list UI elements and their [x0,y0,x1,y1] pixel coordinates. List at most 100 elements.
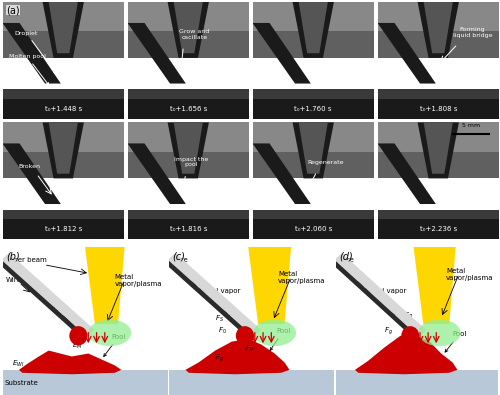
Bar [378,210,499,222]
Text: $E_{WI}$: $E_{WI}$ [12,359,25,369]
Text: t₀+1.808 s: t₀+1.808 s [420,105,457,112]
Bar [252,99,374,118]
Bar [128,101,249,118]
Polygon shape [2,23,61,84]
Text: Grow and
oscillate: Grow and oscillate [179,29,210,40]
Bar [378,2,499,58]
Bar [378,222,499,239]
Polygon shape [331,260,419,340]
Text: $F_g$: $F_g$ [215,352,224,364]
Ellipse shape [402,326,419,345]
Polygon shape [2,253,94,337]
Text: t₀+2.236 s: t₀+2.236 s [420,226,457,232]
Text: Regenerate: Regenerate [307,160,344,165]
Text: $F_R$: $F_R$ [404,311,412,321]
Text: $E_M$: $E_M$ [72,340,83,351]
Text: Impact the
pool: Impact the pool [174,157,208,167]
Polygon shape [248,247,291,324]
Polygon shape [414,247,456,324]
Bar [252,2,374,58]
Text: Metal
vapor/plasma: Metal vapor/plasma [114,273,162,286]
Ellipse shape [418,320,461,346]
Polygon shape [2,143,61,204]
Bar [378,101,499,118]
Polygon shape [19,351,122,374]
Polygon shape [48,122,78,174]
Polygon shape [164,260,254,340]
Text: $F_V$: $F_V$ [245,344,254,354]
Bar [2,219,124,239]
Polygon shape [42,122,84,179]
Text: t₀+2.060 s: t₀+2.060 s [294,226,332,232]
Bar [252,210,374,222]
Bar [252,101,374,118]
Polygon shape [174,122,203,174]
Text: (b): (b) [6,251,20,261]
Bar [128,122,249,179]
Text: Metal
vapor/plasma: Metal vapor/plasma [278,271,326,284]
Polygon shape [424,2,453,53]
Bar [378,89,499,101]
Bar [128,219,249,239]
Bar [252,222,374,239]
Text: Pool: Pool [270,328,290,350]
Polygon shape [48,2,78,53]
Polygon shape [168,253,261,337]
Text: (a): (a) [6,6,20,15]
Bar [252,89,374,101]
Polygon shape [186,339,290,374]
Bar [378,2,499,31]
Text: $F_{sp}$: $F_{sp}$ [406,331,417,343]
Bar [2,99,124,118]
Polygon shape [252,23,311,84]
Bar [128,122,249,152]
Ellipse shape [236,326,254,345]
Bar [378,122,499,152]
Polygon shape [128,143,186,204]
Bar [2,222,124,239]
Text: (d): (d) [339,251,352,261]
Text: Metal
vapor/plasma: Metal vapor/plasma [446,268,494,280]
Polygon shape [418,2,459,58]
Text: $F_L$: $F_L$ [389,302,398,312]
Text: Forming
liquid bridge: Forming liquid bridge [452,27,492,38]
Text: t₀+1.812 s: t₀+1.812 s [44,226,82,232]
Bar [252,122,374,179]
Text: Droplet: Droplet [14,30,56,73]
Bar [128,210,249,222]
Polygon shape [168,2,209,58]
Polygon shape [0,260,87,340]
Polygon shape [418,122,459,179]
Text: (c): (c) [172,251,185,261]
Text: $F_g$: $F_g$ [384,325,393,337]
Text: Metal vapor: Metal vapor [198,288,240,294]
Bar [2,2,124,58]
Polygon shape [334,253,426,337]
Text: Broken: Broken [18,164,40,169]
Ellipse shape [88,320,131,346]
Bar [378,219,499,239]
Text: Wire: Wire [6,276,22,282]
Bar [2,122,124,179]
Bar [128,2,249,58]
Polygon shape [292,2,334,58]
Bar [336,370,498,395]
Text: Metal vapor: Metal vapor [365,288,406,294]
Text: $F_R$: $F_R$ [222,302,230,312]
Text: Wire: Wire [339,257,354,263]
Polygon shape [128,23,186,84]
Text: t₀+1.656 s: t₀+1.656 s [170,105,207,112]
Bar [169,370,334,395]
Text: t₀+1.448 s: t₀+1.448 s [44,105,82,112]
Bar [2,89,124,101]
Polygon shape [355,336,458,374]
Polygon shape [168,122,209,179]
Text: t₀+1.816 s: t₀+1.816 s [170,226,207,232]
Polygon shape [298,2,328,53]
Polygon shape [298,122,328,174]
Bar [128,222,249,239]
Polygon shape [174,2,203,53]
Bar [252,219,374,239]
Bar [2,122,124,152]
Polygon shape [424,122,453,174]
